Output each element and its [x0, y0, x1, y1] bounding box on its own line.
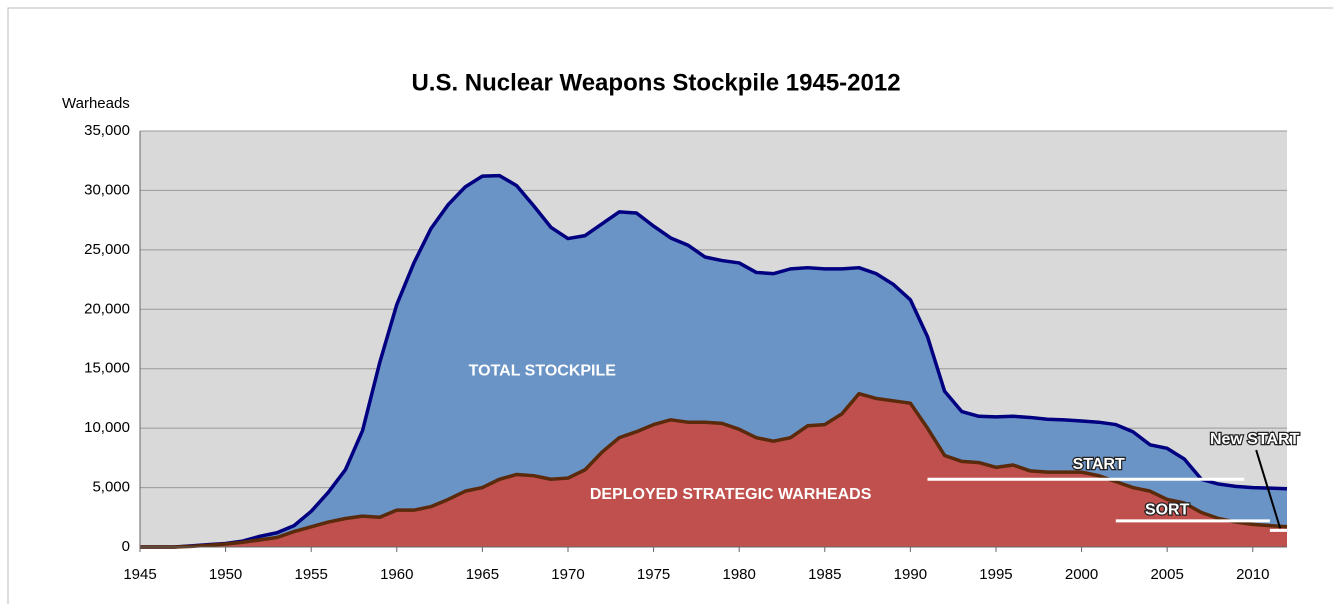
x-tick-label: 1985 [808, 566, 841, 583]
treaty-label: New START [1210, 431, 1300, 448]
y-tick-label: 30,000 [84, 181, 130, 198]
area-line [140, 391, 1288, 549]
x-tick-label: 1950 [209, 566, 242, 583]
x-tick-label: 1970 [551, 566, 584, 583]
x-tick-label: 1980 [722, 566, 755, 583]
x-tick-label: 1965 [466, 566, 499, 583]
x-tick-label: 1990 [894, 566, 927, 583]
treaty-label: SORT [1145, 501, 1190, 518]
area [140, 175, 1287, 548]
x-tick-label: 1945 [123, 566, 156, 583]
x-tick-label: 1955 [295, 566, 328, 583]
chart-title: U.S. Nuclear Weapons Stockpile 1945-2012 [411, 69, 900, 96]
treaty-label: START [1073, 456, 1125, 473]
frame [7, 7, 1333, 604]
area-label: TOTAL STOCKPILE [469, 362, 617, 379]
x-tick-label: 1960 [380, 566, 413, 583]
x-tick-label: 2000 [1065, 566, 1098, 583]
y-tick-label: 35,000 [84, 122, 130, 139]
y-tick-label: 0 [122, 538, 130, 555]
y-tick-label: 25,000 [84, 241, 130, 258]
y-tick-label: 15,000 [84, 360, 130, 377]
x-tick-label: 2005 [1150, 566, 1183, 583]
area-line [140, 173, 1288, 549]
y-tick-label: 5,000 [92, 479, 130, 496]
x-tick-label: 2010 [1236, 566, 1269, 583]
y-tick-label: 20,000 [84, 300, 130, 317]
y-tick-label: 10,000 [84, 419, 130, 436]
x-tick-label: 1975 [637, 566, 670, 583]
area-label: DEPLOYED STRATEGIC WARHEADS [590, 486, 872, 503]
x-tick-label: 1995 [979, 566, 1012, 583]
leader-line [1255, 449, 1282, 529]
y-axis-label: Warheads [62, 95, 130, 112]
